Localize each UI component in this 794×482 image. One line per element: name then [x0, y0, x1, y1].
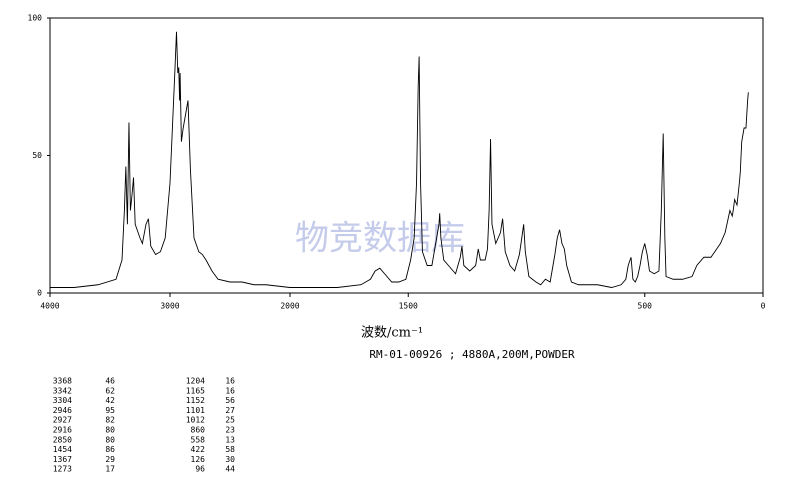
peak-intensity: 80: [105, 435, 115, 444]
peak-wavenumber: 3342: [53, 386, 72, 395]
peak-wavenumber: 1165: [186, 386, 205, 395]
peak-wavenumber: 3368: [53, 377, 72, 386]
peak-wavenumber: 1454: [53, 445, 72, 454]
peak-wavenumber: 422: [191, 445, 206, 454]
peak-intensity: 82: [105, 416, 115, 425]
peak-wavenumber: 2946: [53, 406, 72, 415]
peak-intensity: 16: [225, 386, 235, 395]
peak-intensity: 44: [225, 465, 235, 474]
peak-wavenumber: 558: [191, 435, 206, 444]
peak-wavenumber: 1101: [186, 406, 205, 415]
peak-wavenumber: 2916: [53, 426, 72, 435]
x-tick-label: 3000: [160, 302, 179, 311]
peak-intensity: 29: [105, 455, 115, 464]
peak-intensity: 95: [105, 406, 115, 415]
x-tick-label: 0: [761, 302, 766, 311]
peak-intensity: 30: [225, 455, 235, 464]
peak-wavenumber: 860: [191, 426, 206, 435]
peak-intensity: 46: [105, 377, 115, 386]
peak-intensity: 42: [105, 396, 115, 405]
peak-wavenumber: 1367: [53, 455, 72, 464]
peak-intensity: 16: [225, 377, 235, 386]
x-tick-label: 500: [638, 302, 653, 311]
peak-intensity: 86: [105, 445, 115, 454]
caption: RM-01-00926 ; 4880A,200M,POWDER: [369, 348, 575, 361]
x-tick-label: 1500: [399, 302, 418, 311]
x-tick-label: 4000: [40, 302, 59, 311]
peak-intensity: 23: [225, 426, 235, 435]
peak-intensity: 17: [105, 465, 115, 474]
peak-wavenumber: 3304: [53, 396, 72, 405]
watermark: 物竞数据库: [295, 219, 465, 259]
peak-wavenumber: 1012: [186, 416, 205, 425]
peak-wavenumber: 96: [195, 465, 205, 474]
peak-intensity: 56: [225, 396, 235, 405]
peak-intensity: 58: [225, 445, 235, 454]
peak-wavenumber: 2850: [53, 435, 72, 444]
y-tick-label: 50: [32, 151, 42, 160]
peak-intensity: 62: [105, 386, 115, 395]
peak-intensity: 25: [225, 416, 235, 425]
peak-intensity: 13: [225, 435, 235, 444]
peak-wavenumber: 1204: [186, 377, 205, 386]
y-tick-label: 0: [37, 289, 42, 298]
x-axis-label: 波数/cm⁻¹: [361, 326, 423, 341]
peak-intensity: 27: [225, 406, 235, 415]
peak-intensity: 80: [105, 426, 115, 435]
spectrum-line: [50, 31, 749, 288]
x-tick-label: 2000: [280, 302, 299, 311]
peak-wavenumber: 1152: [186, 396, 205, 405]
peak-wavenumber: 1273: [53, 465, 72, 474]
peak-wavenumber: 2927: [53, 416, 72, 425]
peak-wavenumber: 126: [191, 455, 206, 464]
y-tick-label: 100: [28, 14, 43, 23]
